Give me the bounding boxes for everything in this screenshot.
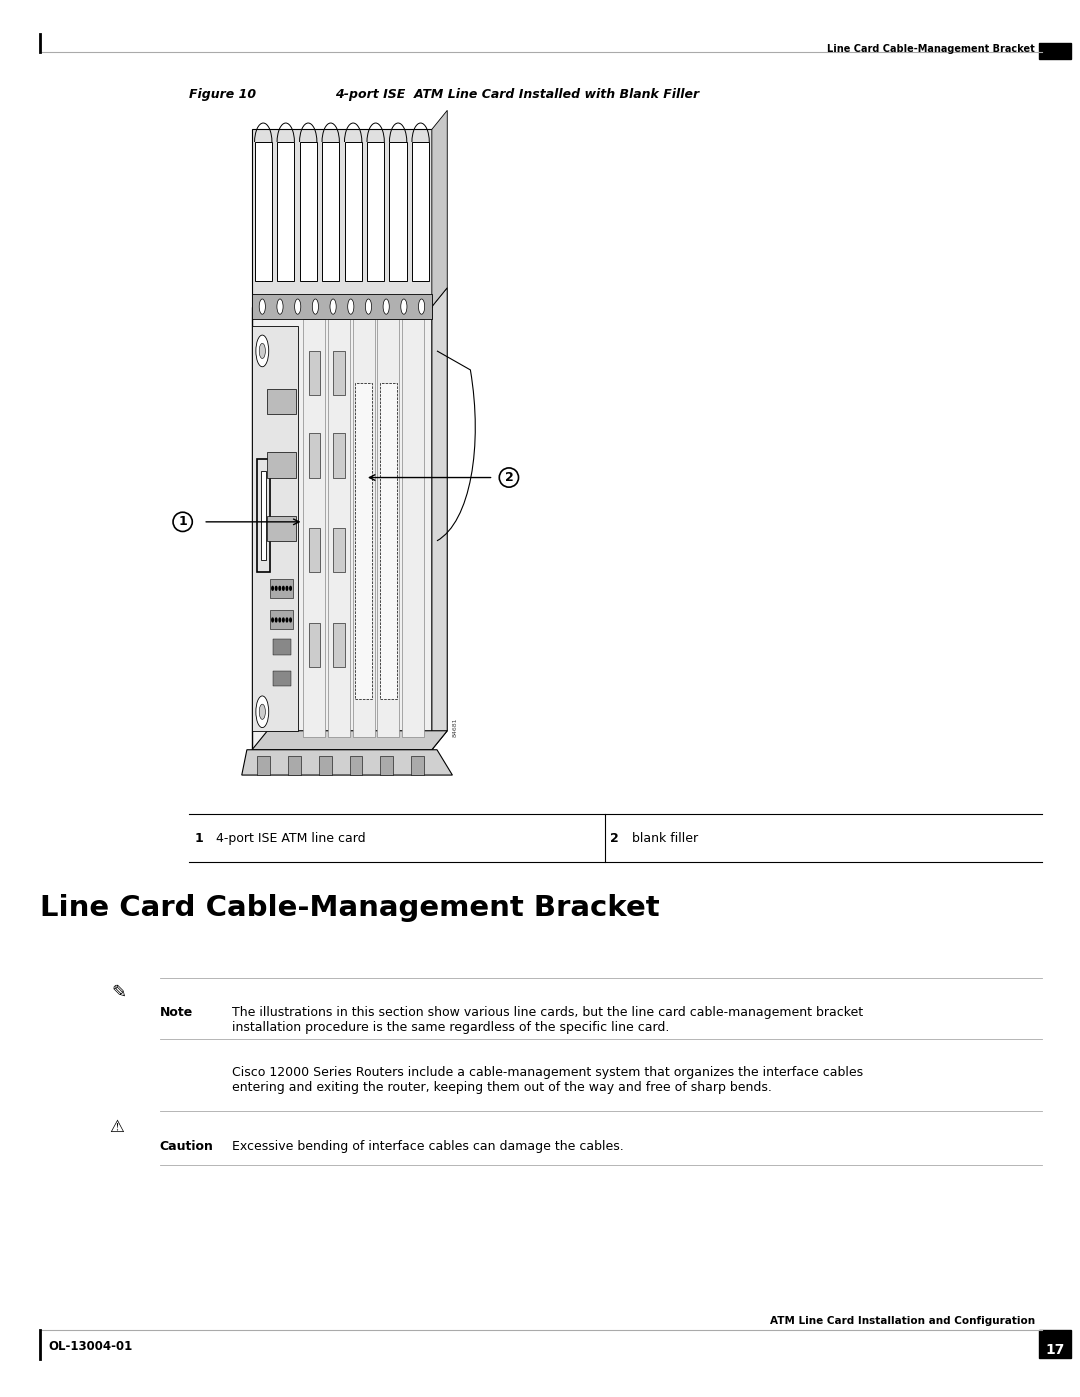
Bar <box>322 142 339 281</box>
Circle shape <box>272 587 273 590</box>
Bar <box>272 671 291 686</box>
Circle shape <box>401 299 407 314</box>
Bar <box>278 142 295 281</box>
Bar <box>334 433 345 478</box>
Bar <box>252 130 432 306</box>
Bar <box>257 458 270 573</box>
Bar <box>309 623 321 668</box>
Bar <box>299 142 316 281</box>
Circle shape <box>259 344 266 359</box>
Text: Excessive bending of interface cables can damage the cables.: Excessive bending of interface cables ca… <box>232 1140 624 1153</box>
Circle shape <box>295 299 300 314</box>
Polygon shape <box>242 750 453 775</box>
Bar <box>353 320 375 738</box>
Bar <box>334 351 345 395</box>
Bar <box>319 756 332 775</box>
Bar <box>380 756 393 775</box>
Circle shape <box>289 617 292 622</box>
Bar <box>309 433 321 478</box>
Circle shape <box>272 617 273 622</box>
Circle shape <box>348 299 354 314</box>
Bar <box>355 383 373 698</box>
Text: OL-13004-01: OL-13004-01 <box>49 1340 133 1354</box>
Circle shape <box>330 299 336 314</box>
Bar <box>380 383 397 698</box>
Text: ✎: ✎ <box>111 983 126 1002</box>
Text: 2: 2 <box>504 471 513 483</box>
Bar <box>402 320 424 738</box>
Circle shape <box>259 299 266 314</box>
Text: blank filler: blank filler <box>632 831 698 845</box>
Circle shape <box>279 617 281 622</box>
Circle shape <box>275 587 276 590</box>
Bar <box>390 142 407 281</box>
Circle shape <box>286 587 287 590</box>
Circle shape <box>256 696 269 728</box>
Circle shape <box>279 587 281 590</box>
Bar <box>272 638 291 655</box>
Circle shape <box>275 617 276 622</box>
Polygon shape <box>252 731 447 750</box>
Text: Cisco 12000 Series Routers include a cable-management system that organizes the : Cisco 12000 Series Routers include a cab… <box>232 1066 863 1094</box>
Circle shape <box>283 587 284 590</box>
Bar <box>309 528 321 573</box>
Bar <box>350 756 363 775</box>
Circle shape <box>418 299 424 314</box>
Text: The illustrations in this section show various line cards, but the line card cab: The illustrations in this section show v… <box>232 1006 863 1034</box>
Circle shape <box>383 299 389 314</box>
Circle shape <box>312 299 319 314</box>
Text: ATM Line Card Installation and Configuration: ATM Line Card Installation and Configura… <box>770 1316 1035 1326</box>
Text: Figure 10: Figure 10 <box>189 88 256 102</box>
Text: ⚠: ⚠ <box>109 1118 124 1136</box>
Bar <box>252 293 432 320</box>
Text: 4-port ISE  ATM Line Card Installed with Blank Filler: 4-port ISE ATM Line Card Installed with … <box>335 88 699 102</box>
Text: 1: 1 <box>194 831 203 845</box>
Bar <box>288 756 301 775</box>
Circle shape <box>283 617 284 622</box>
Text: 84681: 84681 <box>453 718 458 738</box>
Polygon shape <box>432 110 447 306</box>
Polygon shape <box>432 288 447 750</box>
Circle shape <box>259 704 266 719</box>
Bar <box>257 756 270 775</box>
Circle shape <box>256 335 269 367</box>
Bar <box>328 320 350 738</box>
Text: Caution: Caution <box>160 1140 214 1153</box>
Bar <box>268 515 296 541</box>
Bar <box>303 320 325 738</box>
Text: Note: Note <box>160 1006 193 1018</box>
Bar <box>255 142 272 281</box>
Circle shape <box>289 587 292 590</box>
Bar <box>270 578 293 598</box>
Text: Line Card Cable-Management Bracket: Line Card Cable-Management Bracket <box>40 894 660 922</box>
Bar <box>309 351 321 395</box>
Bar <box>334 623 345 668</box>
Bar <box>377 320 400 738</box>
Bar <box>345 142 362 281</box>
Circle shape <box>365 299 372 314</box>
Text: Line Card Cable-Management Bracket: Line Card Cable-Management Bracket <box>827 43 1035 54</box>
Bar <box>268 453 296 478</box>
Bar <box>261 471 266 560</box>
Bar <box>411 756 424 775</box>
Bar <box>411 142 429 281</box>
Bar <box>252 326 298 731</box>
Circle shape <box>286 617 287 622</box>
Bar <box>367 142 384 281</box>
Circle shape <box>276 299 283 314</box>
Text: 17: 17 <box>1045 1343 1065 1356</box>
Bar <box>252 306 432 750</box>
Bar <box>268 388 296 415</box>
Bar <box>270 610 293 630</box>
Text: 2: 2 <box>610 831 619 845</box>
Bar <box>334 528 345 573</box>
Text: 4-port ISE ATM line card: 4-port ISE ATM line card <box>216 831 366 845</box>
Text: 1: 1 <box>178 515 187 528</box>
